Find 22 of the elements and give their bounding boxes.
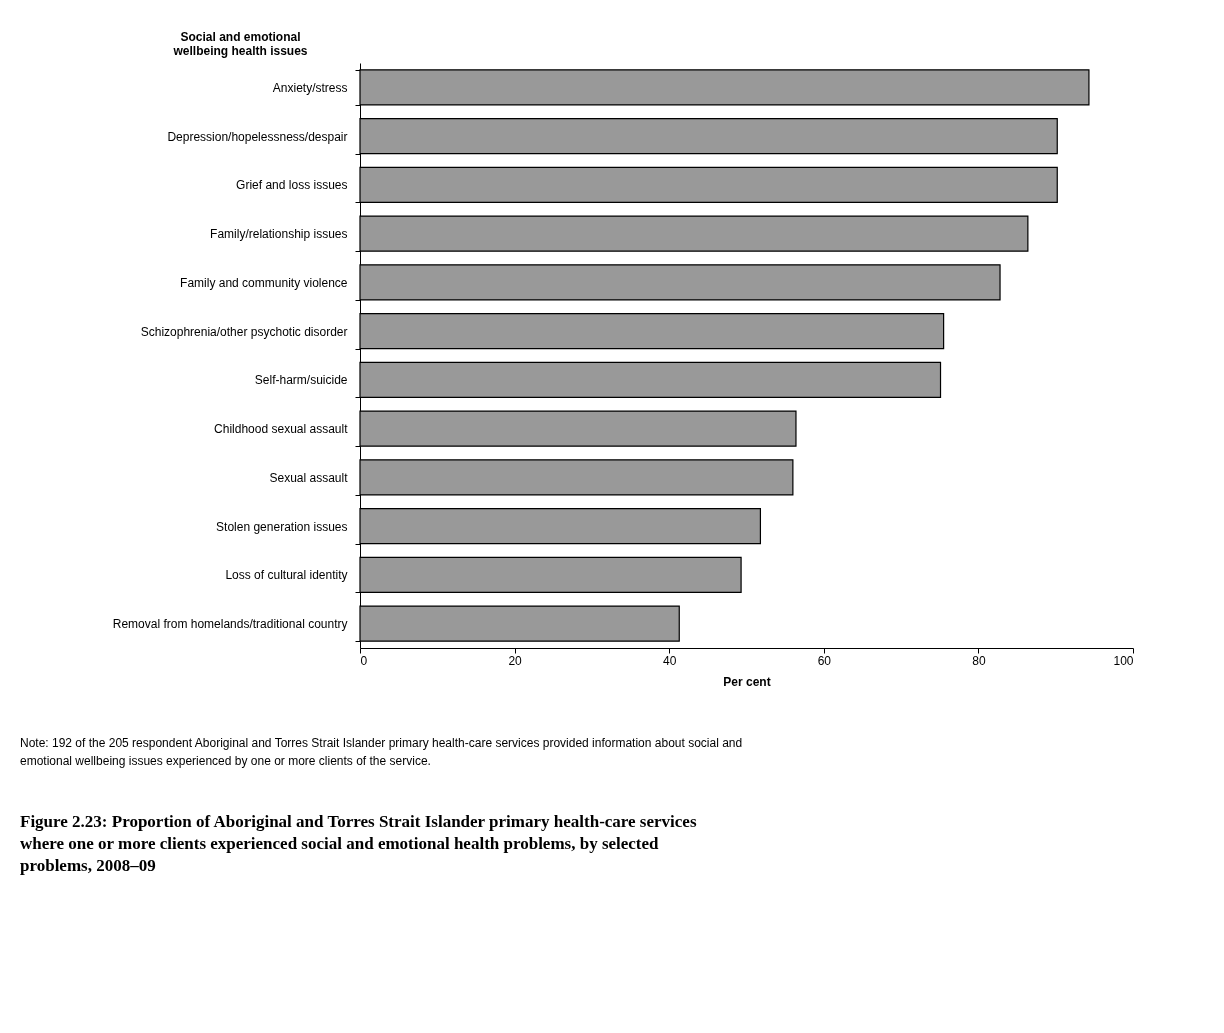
x-tick-label: 0 [360,653,368,668]
y-axis-title: Social and emotional wellbeing health issues [172,29,308,58]
text: Figure 2.23: Proportion of Aboriginal and Torres Strait Islander primary health-care services where one or more clients experienced social and emotional health problems, by selected problems, 2008–09 [20,812,697,875]
x-tick-label: 40 [663,653,677,668]
x-tick-label: 20 [508,653,523,668]
y-tick-label: Removal from homelands/traditional country [112,617,348,632]
x-tick-label: 60 [817,653,832,668]
y-tick-label: Family and community violence [180,275,348,290]
text: Note: 192 of the 205 respondent Aboriginal and Torres Strait Islander primary health-care services provided information about social and emotional wellbeing issues experienced by one or more clients of the service. [20,736,743,768]
y-tick-label: Depression/hopelessness/despair [167,129,348,144]
x-tick-label: 100 [1113,653,1134,668]
y-tick-label: Self-harm/suicide [254,373,348,388]
y-tick-label: Anxiety/stress [272,80,348,95]
y-tick-label: Childhood sexual assault [214,422,349,437]
y-tick-label: Family/relationship issues [210,227,348,242]
x-tick-label: 80 [972,653,986,668]
y-tick-label: Stolen generation issues [216,519,348,534]
x-axis-title: Per cent [723,674,771,689]
y-tick-label: Sexual assault [269,470,349,485]
y-tick-label: Schizophrenia/other psychotic disorder [140,324,348,339]
y-tick-label: Loss of cultural identity [225,568,348,583]
y-tick-label: Grief and loss issues [236,178,348,193]
